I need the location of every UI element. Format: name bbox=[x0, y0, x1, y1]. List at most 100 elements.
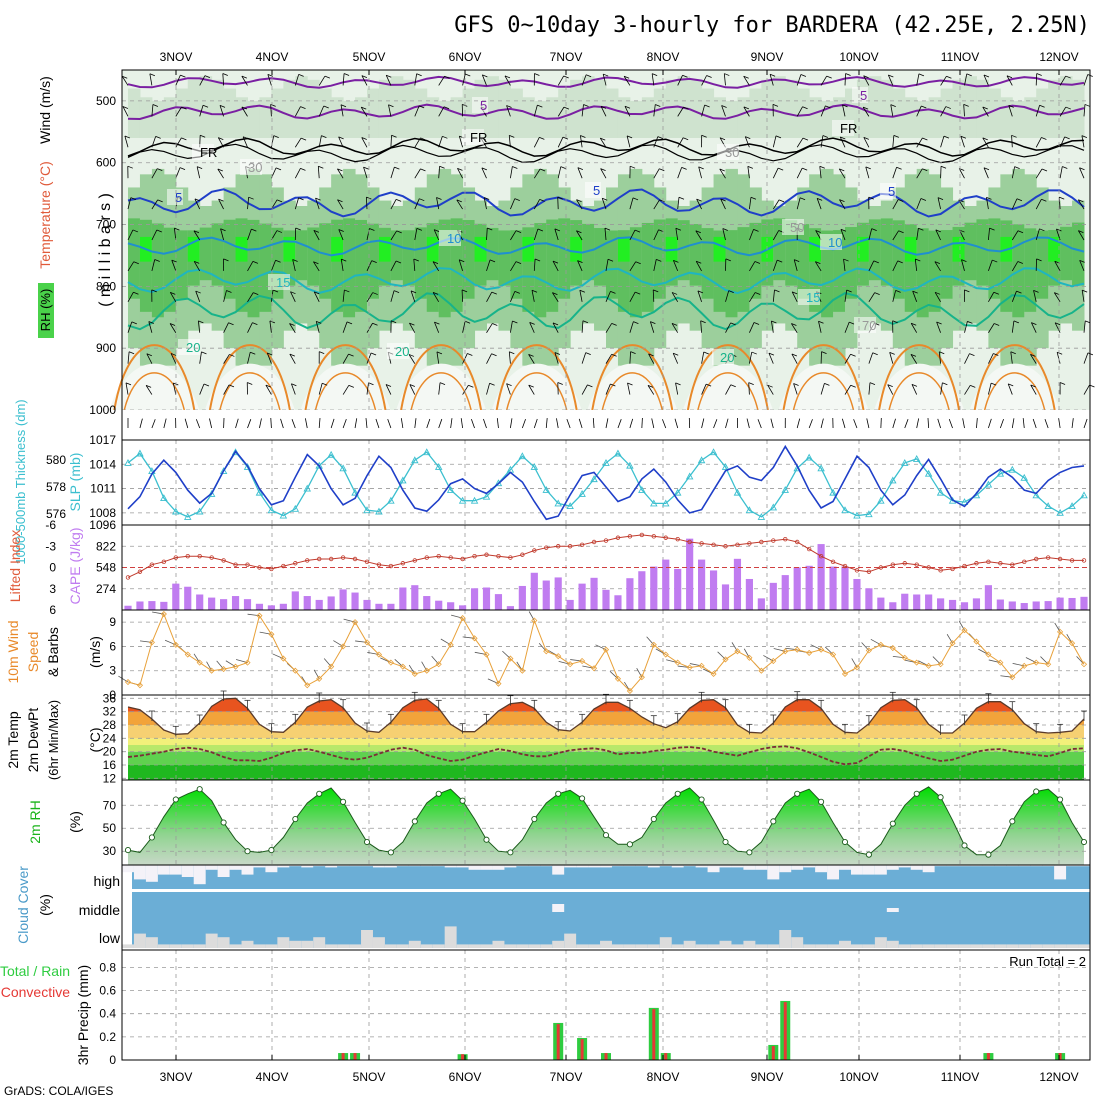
wind-speed-marker-19 bbox=[351, 619, 359, 626]
surface-wind-barb-43 bbox=[641, 418, 643, 429]
wind-barb-flag bbox=[728, 290, 734, 293]
wind-barb-staff bbox=[127, 197, 132, 210]
wind-barb-flag bbox=[563, 106, 570, 110]
wind-barb-staff bbox=[294, 137, 302, 148]
wind-barb-staff bbox=[1011, 230, 1019, 241]
surface-wind-barb-40 bbox=[605, 418, 609, 429]
day-label-top-5: 8NOV bbox=[647, 50, 680, 64]
rh-band-moist-76 bbox=[1036, 230, 1049, 299]
cloud-low-bar-21 bbox=[372, 937, 385, 948]
wind-barb-staff bbox=[579, 290, 583, 302]
thickness-marker-79 bbox=[1068, 502, 1076, 510]
isotherm-label-1: 5 bbox=[860, 88, 867, 103]
wind-barb-staff bbox=[313, 291, 320, 302]
cape-bar-14 bbox=[291, 591, 299, 610]
rh-marker-74 bbox=[1009, 818, 1016, 825]
wind-barb-staff bbox=[605, 323, 613, 333]
wind-barb-staff bbox=[1011, 166, 1016, 179]
cloud-low-bar-76 bbox=[1030, 944, 1043, 948]
wind-barb-flag bbox=[792, 291, 798, 295]
wind-barb-flag bbox=[265, 384, 272, 388]
isotherm-label-13: 20 bbox=[395, 344, 409, 359]
isotherm-label-bg-14 bbox=[178, 339, 200, 355]
rh-band-upper-36 bbox=[558, 88, 571, 138]
wind-barb-flag bbox=[200, 134, 206, 138]
wind-barb-flag bbox=[863, 137, 869, 140]
wind-barb-flag bbox=[840, 136, 846, 140]
wind-barb-flag bbox=[802, 137, 809, 141]
cape-bar-78 bbox=[1056, 597, 1064, 610]
wind-speed-marker-36 bbox=[555, 653, 562, 660]
lifted-index-marker-14 bbox=[293, 561, 298, 566]
lifted-index-marker-13 bbox=[281, 563, 286, 569]
wind-barb-flag bbox=[826, 75, 832, 79]
wind-barb-flag bbox=[340, 104, 347, 108]
wind-barb-staff bbox=[510, 291, 516, 302]
wind-barb-flag bbox=[250, 351, 256, 355]
lifted-index-marker-17 bbox=[328, 556, 334, 562]
wind-barb-flag bbox=[432, 292, 439, 295]
wind-barb-flag bbox=[155, 136, 161, 139]
surface-wind-barb-29 bbox=[471, 418, 475, 429]
cloud-high-bar-17 bbox=[325, 865, 338, 868]
day-label-top-8: 11NOV bbox=[941, 50, 979, 64]
cloud-high-bar-38 bbox=[576, 865, 589, 868]
wind-barb-staff bbox=[772, 259, 778, 272]
wind-barb-flag bbox=[396, 230, 402, 234]
wind-barb-staff bbox=[1081, 135, 1085, 148]
wind-barb-flag bbox=[652, 73, 658, 77]
cloud-low-bar-61 bbox=[850, 944, 863, 948]
surface-wind-barb-30 bbox=[483, 418, 487, 429]
cloud-low-bar-51 bbox=[731, 944, 744, 948]
wind-speed-marker-28 bbox=[459, 615, 466, 622]
thickness-marker-6 bbox=[195, 507, 204, 515]
lifted-index-marker-65 bbox=[902, 561, 907, 566]
cloud-low-bar-28 bbox=[456, 944, 469, 948]
wind-barb-staff bbox=[247, 352, 251, 364]
wind-barb-flag bbox=[982, 106, 988, 110]
wind-barb-flag bbox=[194, 198, 201, 202]
wind-barb-staff bbox=[510, 230, 517, 241]
wind-barb-flag bbox=[289, 323, 295, 326]
wind-barb-staff bbox=[988, 292, 995, 303]
wind-barb-staff bbox=[629, 229, 636, 241]
wind-barb-staff bbox=[552, 322, 559, 333]
wind-barb-flag bbox=[839, 199, 845, 202]
wind-barb-flag bbox=[1059, 382, 1066, 385]
wind-barb-staff bbox=[222, 73, 224, 86]
isotherm-line-5 bbox=[127, 236, 1085, 257]
rh-marker-14 bbox=[292, 816, 299, 823]
wind-barb-staff bbox=[175, 137, 182, 148]
wind-barb-flag bbox=[961, 259, 967, 262]
cloud-low-bar-0 bbox=[122, 944, 134, 948]
cape-bar-30 bbox=[482, 587, 491, 610]
rh-marker-54 bbox=[770, 818, 777, 825]
wind-barb-flag bbox=[420, 137, 426, 141]
rh-band-upper-67 bbox=[928, 97, 942, 138]
rh-band-moist-51 bbox=[737, 227, 750, 312]
cloud-low-bar-19 bbox=[349, 944, 362, 948]
rh-band-upper-70 bbox=[964, 76, 977, 138]
lifted-index-marker-63 bbox=[878, 565, 884, 570]
wind-speed-marker-35 bbox=[543, 648, 550, 655]
wind-barb-flag bbox=[338, 136, 344, 140]
wind-barb-staff bbox=[816, 198, 822, 210]
surface-wind-barb-27 bbox=[450, 418, 453, 429]
wind-barb-flag bbox=[922, 137, 928, 141]
isotherm-label-bg-13 bbox=[387, 343, 409, 359]
wind-barb-flag bbox=[1064, 136, 1070, 140]
rh-marker-2 bbox=[148, 834, 155, 841]
wind-barb-staff bbox=[772, 167, 779, 179]
cloud-high-bar-53 bbox=[755, 865, 768, 870]
wind-barb-staff bbox=[935, 229, 941, 241]
cloud-high-bar-37 bbox=[564, 865, 577, 868]
wind-barb-flag bbox=[1036, 258, 1042, 262]
wind-barb-flag bbox=[461, 289, 468, 293]
wind-barb-flag bbox=[871, 228, 877, 231]
cape-bar-57 bbox=[805, 565, 813, 610]
wind-barb-flag bbox=[874, 292, 880, 295]
wind-barb-staff bbox=[408, 354, 416, 364]
cape-bar-23 bbox=[399, 587, 407, 610]
wind-barb-flag bbox=[539, 199, 545, 202]
upper-ytick-3: 800 bbox=[96, 279, 116, 293]
